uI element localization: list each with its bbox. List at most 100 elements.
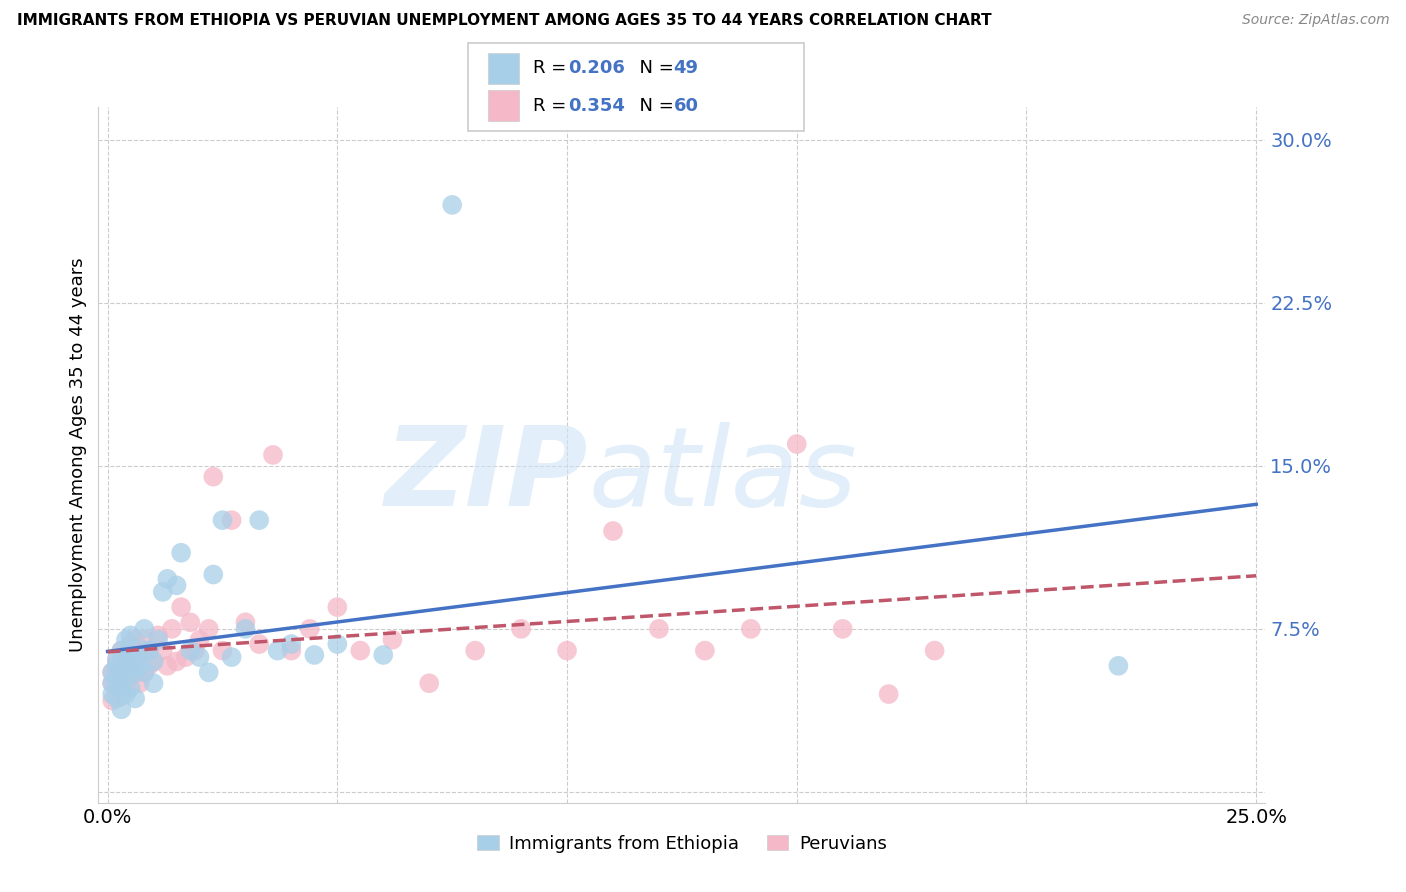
Point [142,676,165,690]
Point [247,637,270,651]
Point [134,632,156,647]
Point [326,637,349,651]
Point [110,702,132,716]
Point [247,513,270,527]
Text: 49: 49 [673,60,699,78]
Point [110,681,132,695]
Point [418,676,440,690]
Y-axis label: Unemployment Among Ages 35 to 44 years: Unemployment Among Ages 35 to 44 years [69,258,87,652]
Point [115,681,138,695]
Point [128,676,150,690]
Point [602,524,624,538]
Point [1107,658,1129,673]
Point [166,578,188,592]
Point [128,658,150,673]
Point [831,622,853,636]
Point [120,655,142,669]
Point [166,655,188,669]
Point [105,652,128,666]
Point [211,513,233,527]
Point [128,641,150,656]
Point [115,655,138,669]
Point [124,650,146,665]
Text: N =: N = [628,96,681,114]
Text: 60: 60 [673,96,699,114]
Point [152,643,174,657]
Point [221,650,243,665]
Text: R =: R = [533,60,572,78]
Point [373,648,395,662]
Point [740,622,762,636]
Point [280,643,302,657]
Point [134,665,156,680]
Text: 0.354: 0.354 [568,96,624,114]
Point [349,643,371,657]
Point [115,670,138,684]
Point [170,546,193,560]
Point [381,632,404,647]
Legend: Immigrants from Ethiopia, Peruvians: Immigrants from Ethiopia, Peruvians [470,828,894,860]
Point [202,469,225,483]
Point [188,650,211,665]
Point [105,658,128,673]
Point [179,643,201,657]
Point [266,643,288,657]
Point [115,665,138,680]
Point [124,691,146,706]
Point [648,622,671,636]
Point [235,622,257,636]
Point [156,658,179,673]
Point [128,648,150,662]
Point [115,632,138,647]
Point [304,648,326,662]
Point [510,622,533,636]
Point [211,643,233,657]
Point [221,513,243,527]
Text: Source: ZipAtlas.com: Source: ZipAtlas.com [1241,13,1389,28]
Point [555,643,578,657]
Point [101,676,124,690]
Point [101,676,124,690]
Text: R =: R = [533,96,572,114]
Text: IMMIGRANTS FROM ETHIOPIA VS PERUVIAN UNEMPLOYMENT AMONG AGES 35 TO 44 YEARS CORR: IMMIGRANTS FROM ETHIOPIA VS PERUVIAN UNE… [17,13,991,29]
Point [134,665,156,680]
Point [115,687,138,701]
Point [110,643,132,657]
Point [142,655,165,669]
Point [105,665,128,680]
Point [160,622,183,636]
Point [120,628,142,642]
Point [197,665,219,680]
Point [924,643,946,657]
Point [110,663,132,677]
Point [110,658,132,673]
Point [120,681,142,695]
Point [184,643,207,657]
Point [134,622,156,636]
Point [105,691,128,706]
Point [202,567,225,582]
Point [120,658,142,673]
Point [786,437,808,451]
Point [152,585,174,599]
Point [188,632,211,647]
Point [142,655,165,669]
Point [110,643,132,657]
Point [124,665,146,680]
Point [124,665,146,680]
Point [101,693,124,707]
Point [115,648,138,662]
Point [693,643,716,657]
Text: ZIP: ZIP [385,422,589,529]
Point [101,665,124,680]
Point [120,670,142,684]
Point [138,658,160,673]
Point [235,615,257,630]
Point [120,637,142,651]
Point [128,658,150,673]
Point [326,600,349,615]
Point [464,643,486,657]
Point [179,615,201,630]
Point [262,448,284,462]
Point [110,672,132,686]
